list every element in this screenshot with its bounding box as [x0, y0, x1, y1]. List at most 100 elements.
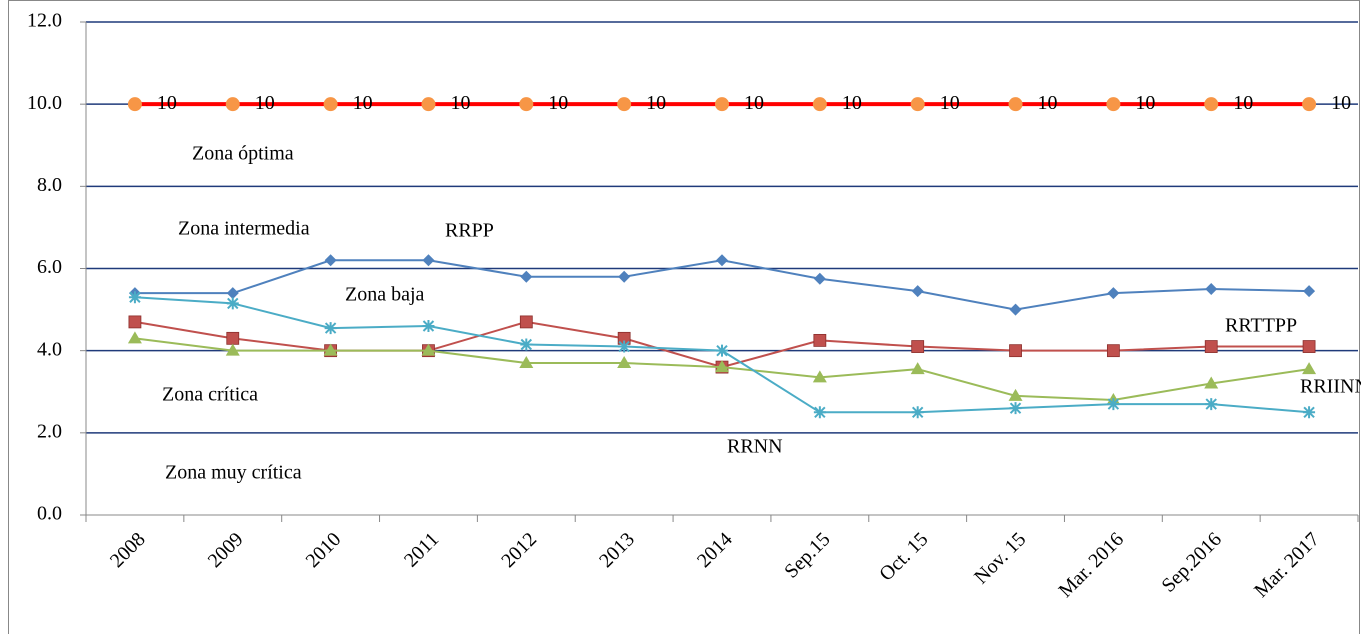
marker: [910, 362, 925, 375]
zone-label: Zona baja: [345, 284, 425, 306]
zone-label: Zona crítica: [162, 384, 258, 406]
x-tick-label: Mar. 2016: [1054, 528, 1128, 602]
marker: [715, 97, 729, 112]
data-label: 10: [1135, 92, 1155, 114]
marker: [421, 343, 436, 356]
data-label: 10: [255, 92, 275, 114]
marker: [910, 97, 925, 112]
marker: [324, 254, 337, 267]
x-tick-label: Sep.2016: [1157, 528, 1226, 597]
data-label: 10: [450, 92, 470, 114]
marker: [715, 360, 729, 373]
marker: [911, 406, 924, 419]
x-tick-label: Oct. 15: [875, 528, 932, 585]
y-tick-label: 6.0: [37, 256, 62, 278]
marker: [1205, 398, 1218, 411]
marker: [1009, 402, 1022, 415]
marker: [323, 343, 338, 356]
data-label: 10: [1038, 92, 1058, 114]
marker: [127, 331, 142, 344]
y-tick-label: 0.0: [37, 503, 62, 525]
marker: [128, 291, 141, 304]
marker: [618, 270, 631, 283]
marker: [422, 254, 435, 267]
marker: [716, 254, 728, 267]
x-tick-label: Nov. 15: [970, 528, 1030, 588]
marker: [716, 344, 728, 357]
x-tick-label: 2011: [400, 528, 443, 571]
zone-label: Zona muy crítica: [165, 462, 302, 484]
y-tick-label: 2.0: [37, 420, 62, 442]
data-label: 10: [646, 92, 666, 114]
marker: [323, 97, 338, 112]
data-label: 10: [842, 92, 862, 114]
marker: [226, 287, 239, 300]
marker: [520, 338, 533, 351]
x-tick-label: 2010: [302, 528, 346, 572]
marker: [519, 355, 534, 368]
marker: [1008, 97, 1023, 112]
marker: [813, 333, 827, 347]
marker: [1204, 376, 1219, 389]
marker: [812, 97, 827, 112]
marker: [1302, 97, 1317, 112]
marker: [1303, 406, 1316, 419]
marker: [225, 343, 240, 356]
zone-label: Zona intermedia: [178, 218, 310, 240]
x-tick-label: 2013: [595, 528, 639, 572]
series-label: RRPP: [445, 220, 494, 242]
marker: [226, 297, 239, 310]
x-tick-label: 2008: [106, 528, 150, 572]
marker: [617, 97, 632, 112]
marker: [813, 406, 826, 419]
data-label: 10: [940, 92, 960, 114]
marker: [911, 285, 924, 298]
marker: [1302, 362, 1317, 375]
zone-label: Zona óptima: [192, 143, 294, 165]
y-tick-label: 12.0: [27, 10, 62, 32]
x-tick-label: Mar. 2017: [1250, 528, 1324, 602]
data-label: 10: [353, 92, 373, 114]
data-label: 10: [1331, 92, 1351, 114]
marker: [226, 331, 240, 345]
series-line: [134, 259, 1310, 311]
marker: [1205, 283, 1218, 296]
x-tick-label: Sep.15: [780, 528, 834, 582]
marker: [1009, 303, 1022, 316]
x-tick-label: 2009: [204, 528, 248, 572]
data-label: 10: [548, 92, 568, 114]
marker: [127, 97, 142, 112]
marker: [421, 97, 436, 112]
marker: [911, 340, 925, 353]
marker: [128, 315, 142, 329]
marker: [225, 97, 240, 112]
y-tick-label: 8.0: [37, 174, 62, 196]
y-tick-label: 10.0: [27, 92, 62, 114]
marker: [618, 340, 631, 353]
marker: [1107, 287, 1120, 300]
x-tick-label: 2014: [693, 528, 737, 572]
series-label: RRIINN: [1300, 376, 1361, 398]
marker: [1009, 344, 1022, 358]
marker: [1204, 97, 1219, 112]
marker: [1303, 285, 1316, 298]
marker: [812, 370, 827, 383]
chart-frame: [8, 0, 1360, 634]
marker: [519, 97, 534, 112]
marker: [1106, 344, 1120, 358]
data-label: 10: [744, 92, 764, 114]
marker: [520, 270, 533, 283]
marker: [813, 272, 826, 285]
marker: [1008, 388, 1023, 401]
series-label: RRTTPP: [1225, 315, 1297, 337]
x-tick-label: 2012: [497, 528, 541, 572]
series-label: RRNN: [727, 436, 783, 458]
marker: [324, 322, 337, 335]
marker: [617, 355, 632, 368]
marker: [422, 320, 435, 333]
y-tick-label: 4.0: [37, 338, 62, 360]
data-label: 10: [1233, 92, 1253, 114]
marker: [1204, 340, 1218, 353]
